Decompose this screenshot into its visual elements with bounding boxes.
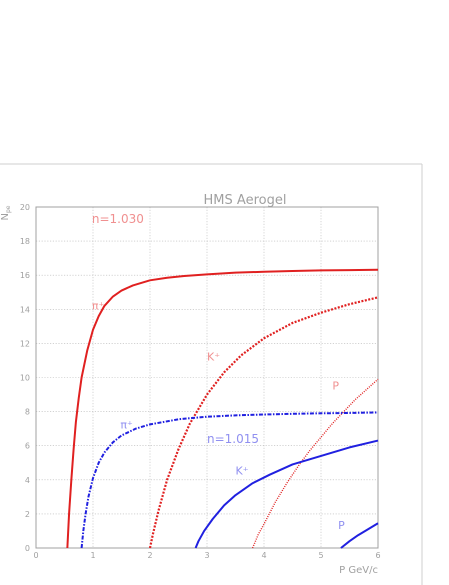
annotation-4: π⁺ [120, 419, 133, 432]
annotation-5: n=1.015 [207, 432, 259, 446]
series-line-4 [194, 439, 379, 549]
series-line-2 [251, 378, 379, 549]
y-tick-label-3: 6 [25, 442, 30, 451]
annotations: n=1.030 π⁺ K⁺ Pπ⁺ n=1.015 K⁺ P [92, 212, 345, 532]
series-line-3 [80, 411, 379, 549]
x-tick-label-4: 4 [261, 551, 266, 560]
y-tick-label-7: 14 [20, 305, 30, 314]
y-tick-label-6: 12 [20, 339, 30, 348]
annotation-6: K⁺ [236, 465, 249, 478]
x-axis-title: P GeV/c [339, 565, 378, 576]
series-layer [66, 268, 379, 549]
y-axis-title-sub: pe [5, 205, 12, 213]
annotation-7: P [338, 519, 345, 532]
y-tick-label-8: 16 [20, 271, 30, 280]
chart-title: HMS Aerogel [204, 193, 287, 208]
series-line-1 [148, 296, 379, 549]
y-tick-label-2: 4 [25, 476, 30, 485]
x-tick-label-6: 6 [375, 551, 380, 560]
x-tick-label-0: 0 [33, 551, 38, 560]
annotation-1: π⁺ [92, 299, 105, 312]
series-line-0 [66, 268, 379, 549]
y-tick-label-0: 0 [25, 544, 30, 553]
y-axis-title-main: N [0, 213, 11, 220]
annotation-0: n=1.030 [92, 212, 144, 226]
annotation-2: K⁺ [207, 350, 220, 363]
x-tick-label-1: 1 [90, 551, 95, 560]
annotation-3: P [332, 379, 339, 392]
y-tick-label-5: 10 [20, 374, 30, 383]
y-tick-label-9: 18 [20, 237, 30, 246]
y-tick-label-1: 2 [25, 510, 30, 519]
x-tick-label-3: 3 [204, 551, 209, 560]
series-line-5 [340, 522, 379, 549]
y-tick-label-10: 20 [20, 203, 30, 212]
y-axis-title: Npe [0, 205, 12, 220]
y-tick-label-4: 8 [25, 408, 30, 417]
x-tick-label-2: 2 [147, 551, 152, 560]
plot-frame [35, 206, 379, 549]
x-tick-label-5: 5 [318, 551, 323, 560]
